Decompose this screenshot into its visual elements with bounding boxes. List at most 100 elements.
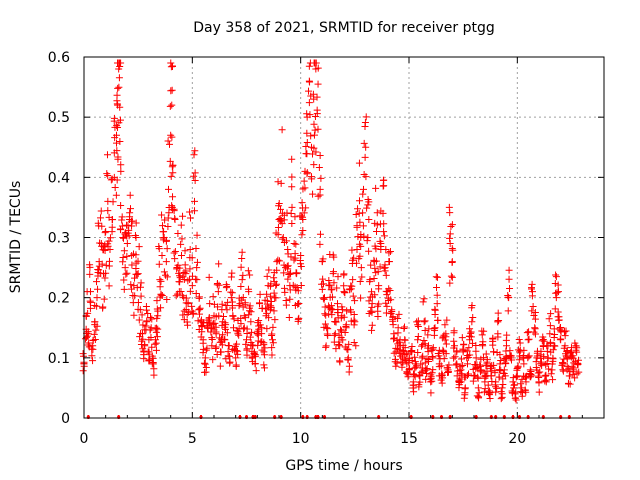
data-point (549, 346, 557, 354)
data-point (267, 292, 275, 300)
data-point (370, 274, 378, 282)
data-point (177, 221, 185, 229)
data-point (334, 309, 342, 317)
data-point (126, 191, 134, 199)
data-point (475, 394, 483, 402)
data-point (322, 343, 330, 351)
data-point (130, 311, 138, 319)
data-point (120, 276, 128, 284)
data-point (431, 326, 439, 334)
data-point (343, 307, 351, 315)
data-point (104, 172, 112, 180)
data-point (158, 211, 166, 219)
data-point (303, 169, 311, 177)
data-point (193, 264, 201, 272)
data-point (373, 227, 380, 235)
data-point (92, 326, 100, 334)
data-point (447, 223, 455, 231)
data-point (84, 341, 92, 349)
data-point (161, 216, 169, 224)
data-point (497, 395, 505, 403)
data-point (433, 300, 441, 308)
data-point (429, 345, 437, 353)
data-point (289, 281, 297, 289)
data-point (420, 337, 428, 345)
data-point (357, 242, 365, 250)
data-point (121, 264, 129, 272)
data-point (263, 297, 271, 305)
data-point (538, 362, 546, 370)
data-point (332, 345, 340, 353)
data-point (421, 359, 429, 367)
data-point (186, 265, 194, 273)
data-point (425, 358, 433, 366)
data-point (202, 368, 210, 376)
data-point (468, 304, 476, 312)
data-point (367, 261, 375, 269)
data-point (168, 62, 176, 70)
data-point (274, 178, 282, 186)
data-point (528, 307, 536, 315)
data-point (491, 383, 499, 391)
data-point (273, 266, 281, 274)
data-point (128, 222, 136, 230)
data-point (486, 395, 494, 403)
data-point (274, 224, 282, 232)
data-point (314, 80, 322, 88)
data-point (212, 323, 220, 331)
data-point (537, 347, 545, 355)
data-point (373, 209, 381, 217)
data-point (232, 362, 240, 370)
data-point (247, 318, 255, 326)
data-point (336, 342, 344, 350)
data-point (348, 282, 356, 290)
data-point (261, 344, 269, 352)
data-point (431, 310, 439, 318)
data-point (490, 348, 498, 356)
data-point (110, 114, 118, 122)
data-point (98, 222, 106, 230)
data-point (512, 388, 520, 396)
data-point (448, 258, 456, 266)
data-point (351, 318, 359, 326)
data-point (116, 138, 124, 146)
data-point (263, 272, 271, 280)
data-point (540, 337, 548, 345)
data-point (328, 293, 336, 301)
data-point (383, 291, 391, 299)
data-point (505, 275, 513, 283)
data-point (128, 285, 136, 293)
data-point (318, 257, 326, 265)
x-axis-label: GPS time / hours (285, 458, 402, 474)
data-point (127, 281, 135, 289)
data-point (203, 344, 211, 352)
data-point (433, 284, 441, 292)
data-point (377, 243, 385, 251)
data-point (163, 236, 171, 244)
data-point (536, 368, 544, 376)
data-point (291, 250, 299, 258)
data-point (424, 348, 432, 356)
data-point (192, 244, 200, 252)
data-point (157, 277, 165, 285)
data-point (129, 291, 137, 299)
data-point (252, 367, 260, 375)
data-point (189, 310, 197, 318)
data-point (132, 219, 140, 227)
data-point (153, 297, 161, 305)
data-point (188, 307, 196, 315)
data-point (398, 363, 406, 371)
data-point (359, 209, 367, 217)
data-point (244, 285, 252, 293)
data-point (417, 342, 425, 350)
data-point (166, 140, 174, 148)
data-point (428, 353, 436, 361)
data-point (238, 276, 246, 284)
data-point (93, 302, 101, 310)
data-point (371, 291, 379, 299)
data-point (478, 327, 486, 335)
data-point (117, 225, 125, 233)
data-point (323, 330, 331, 338)
data-point (126, 213, 134, 221)
data-point (246, 271, 254, 279)
